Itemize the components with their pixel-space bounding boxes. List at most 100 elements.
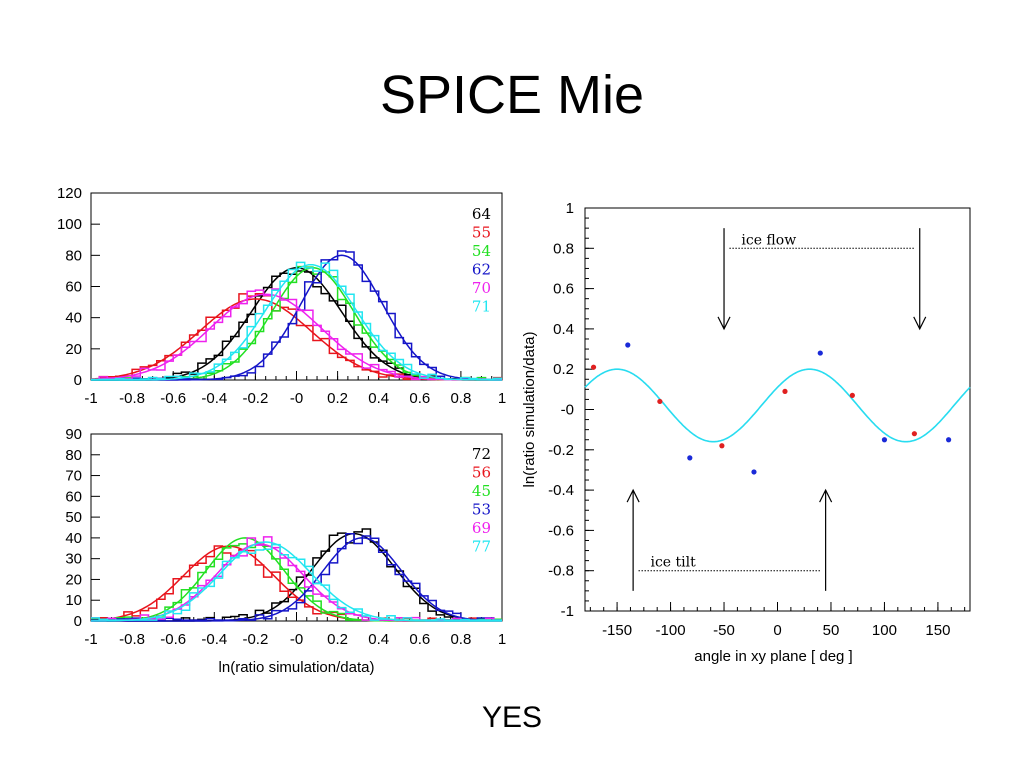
y-tick-label: -0.2 [548, 442, 574, 459]
x-tick-label: 1 [498, 631, 506, 648]
legend-entry: 70 [472, 279, 491, 297]
y-tick-label: 20 [65, 571, 82, 588]
y-tick-label: -0.6 [548, 522, 574, 539]
x-axis-label: ln(ratio simulation/data) [219, 659, 375, 676]
ice-tilt-label: ice tilt [650, 555, 696, 571]
y-tick-label: -0.4 [548, 482, 574, 499]
legend-entry: 62 [472, 261, 491, 279]
x-tick-label: 150 [925, 622, 950, 639]
data-point-red [911, 431, 917, 437]
x-tick-label: -150 [602, 622, 632, 639]
y-tick-label: 60 [65, 488, 82, 505]
y-tick-label: 20 [65, 341, 82, 358]
y-tick-label: 70 [65, 468, 82, 485]
data-point-blue [817, 350, 823, 356]
data-point-red [849, 392, 855, 398]
y-tick-label: 0 [74, 372, 82, 389]
y-tick-label: 0.2 [553, 361, 574, 378]
x-tick-label: -0 [290, 631, 303, 648]
x-tick-label: -0.4 [201, 390, 227, 407]
data-point-red [782, 388, 788, 394]
data-point-blue [687, 455, 693, 461]
x-tick-label: 100 [872, 622, 897, 639]
x-axis-label: angle in xy plane [ deg ] [694, 648, 852, 665]
x-tick-label: -0.2 [242, 390, 268, 407]
x-tick-label: -0.8 [119, 631, 145, 648]
x-tick-label: -0.4 [201, 631, 227, 648]
plot-frame [90, 192, 503, 381]
y-axis-label: ln(ratio simulation/data) [521, 332, 538, 488]
y-tick-label: 30 [65, 551, 82, 568]
data-point-blue [625, 342, 631, 348]
histogram-top: -1 -0.8 -0.6 -0.4 -0.2 -0 0.2 0.4 0.6 0.8 1 0 20 40 60… [57, 185, 506, 407]
x-tick-label: -0 [290, 390, 303, 407]
hist-bars-70 [91, 288, 502, 381]
ice-tilt-arrow-head [819, 488, 833, 503]
y-tick-label: 90 [65, 426, 82, 443]
x-tick-label: -50 [713, 622, 735, 639]
legend-entry: 55 [472, 224, 491, 242]
y-tick-label: -0 [561, 402, 574, 419]
y-tick-label: 120 [57, 185, 82, 202]
x-tick-label: -0.6 [160, 631, 186, 648]
ice-tilt-arrow-head [626, 488, 640, 503]
y-tick-label: 0 [74, 613, 82, 630]
fit-curve-71 [91, 263, 502, 381]
legend-entry: 45 [472, 482, 491, 500]
y-tick-label: 0.8 [553, 240, 574, 257]
legend-entry: 53 [472, 501, 491, 519]
histogram-bottom: -1 -0.8 -0.6 -0.4 -0.2 -0 0.2 0.4 0.6 0.8 10102030… [65, 426, 506, 676]
x-tick-label: 0.6 [409, 390, 430, 407]
angle-scatter-plot: -150 -100 -50 0 50 100 150 -1 -0.8 -0.6 -0.4 -0.2 -0… [521, 200, 971, 665]
data-point-blue [881, 437, 888, 443]
legend-entry: 71 [472, 298, 491, 316]
ice-flow-arrow-head [913, 316, 927, 331]
y-tick-label: 10 [65, 592, 82, 609]
x-tick-label: 0.6 [409, 631, 430, 648]
y-tick-label: 0.4 [553, 321, 574, 338]
hist-bars-71 [91, 261, 502, 381]
y-tick-label: 0.6 [553, 281, 574, 298]
x-tick-label: 50 [823, 622, 840, 639]
y-tick-label: -1 [561, 603, 574, 620]
y-tick-label: 1 [566, 200, 574, 217]
ice-flow-arrow-head [717, 316, 731, 331]
slide-footer: YES [481, 701, 543, 734]
data-point-red [657, 398, 663, 405]
y-tick-label: 60 [65, 279, 82, 296]
data-point-blue [946, 437, 952, 443]
x-tick-label: -0.6 [160, 390, 186, 407]
x-tick-label: 1 [498, 390, 506, 407]
hist-bars-53 [91, 532, 502, 621]
x-tick-label: -100 [656, 622, 686, 639]
x-tick-label: -1 [84, 390, 97, 407]
legend-entry: 64 [472, 205, 491, 223]
x-tick-label: -0.2 [242, 631, 268, 648]
sinusoid-fit-curve [584, 368, 971, 443]
data-point-red [590, 364, 597, 370]
y-tick-label: 100 [57, 216, 82, 233]
plot-frame [584, 207, 971, 612]
data-point-blue [751, 469, 757, 475]
legend-entry: 72 [472, 445, 491, 463]
ice-flow-label: ice flow [741, 232, 796, 248]
x-tick-label: 0 [773, 622, 781, 639]
legend-entry: 54 [472, 242, 491, 260]
y-tick-label: -0.8 [548, 563, 574, 580]
x-tick-label: -1 [84, 631, 97, 648]
plot-frame [90, 433, 503, 622]
y-tick-label: 40 [65, 310, 82, 327]
y-tick-label: 50 [65, 509, 82, 526]
y-tick-label: 80 [65, 247, 82, 264]
slide-title: SPICE Mie [379, 65, 645, 125]
fit-curve-53 [91, 537, 503, 622]
x-tick-label: 0.8 [450, 631, 471, 648]
legend-entry: 69 [472, 519, 491, 537]
y-tick-label: 80 [65, 447, 82, 464]
x-tick-label: 0.2 [327, 631, 348, 648]
data-point-red [719, 443, 725, 449]
x-tick-label: 0.4 [368, 390, 389, 407]
legend-entry: 56 [472, 464, 491, 482]
legend-entry: 77 [472, 538, 491, 556]
